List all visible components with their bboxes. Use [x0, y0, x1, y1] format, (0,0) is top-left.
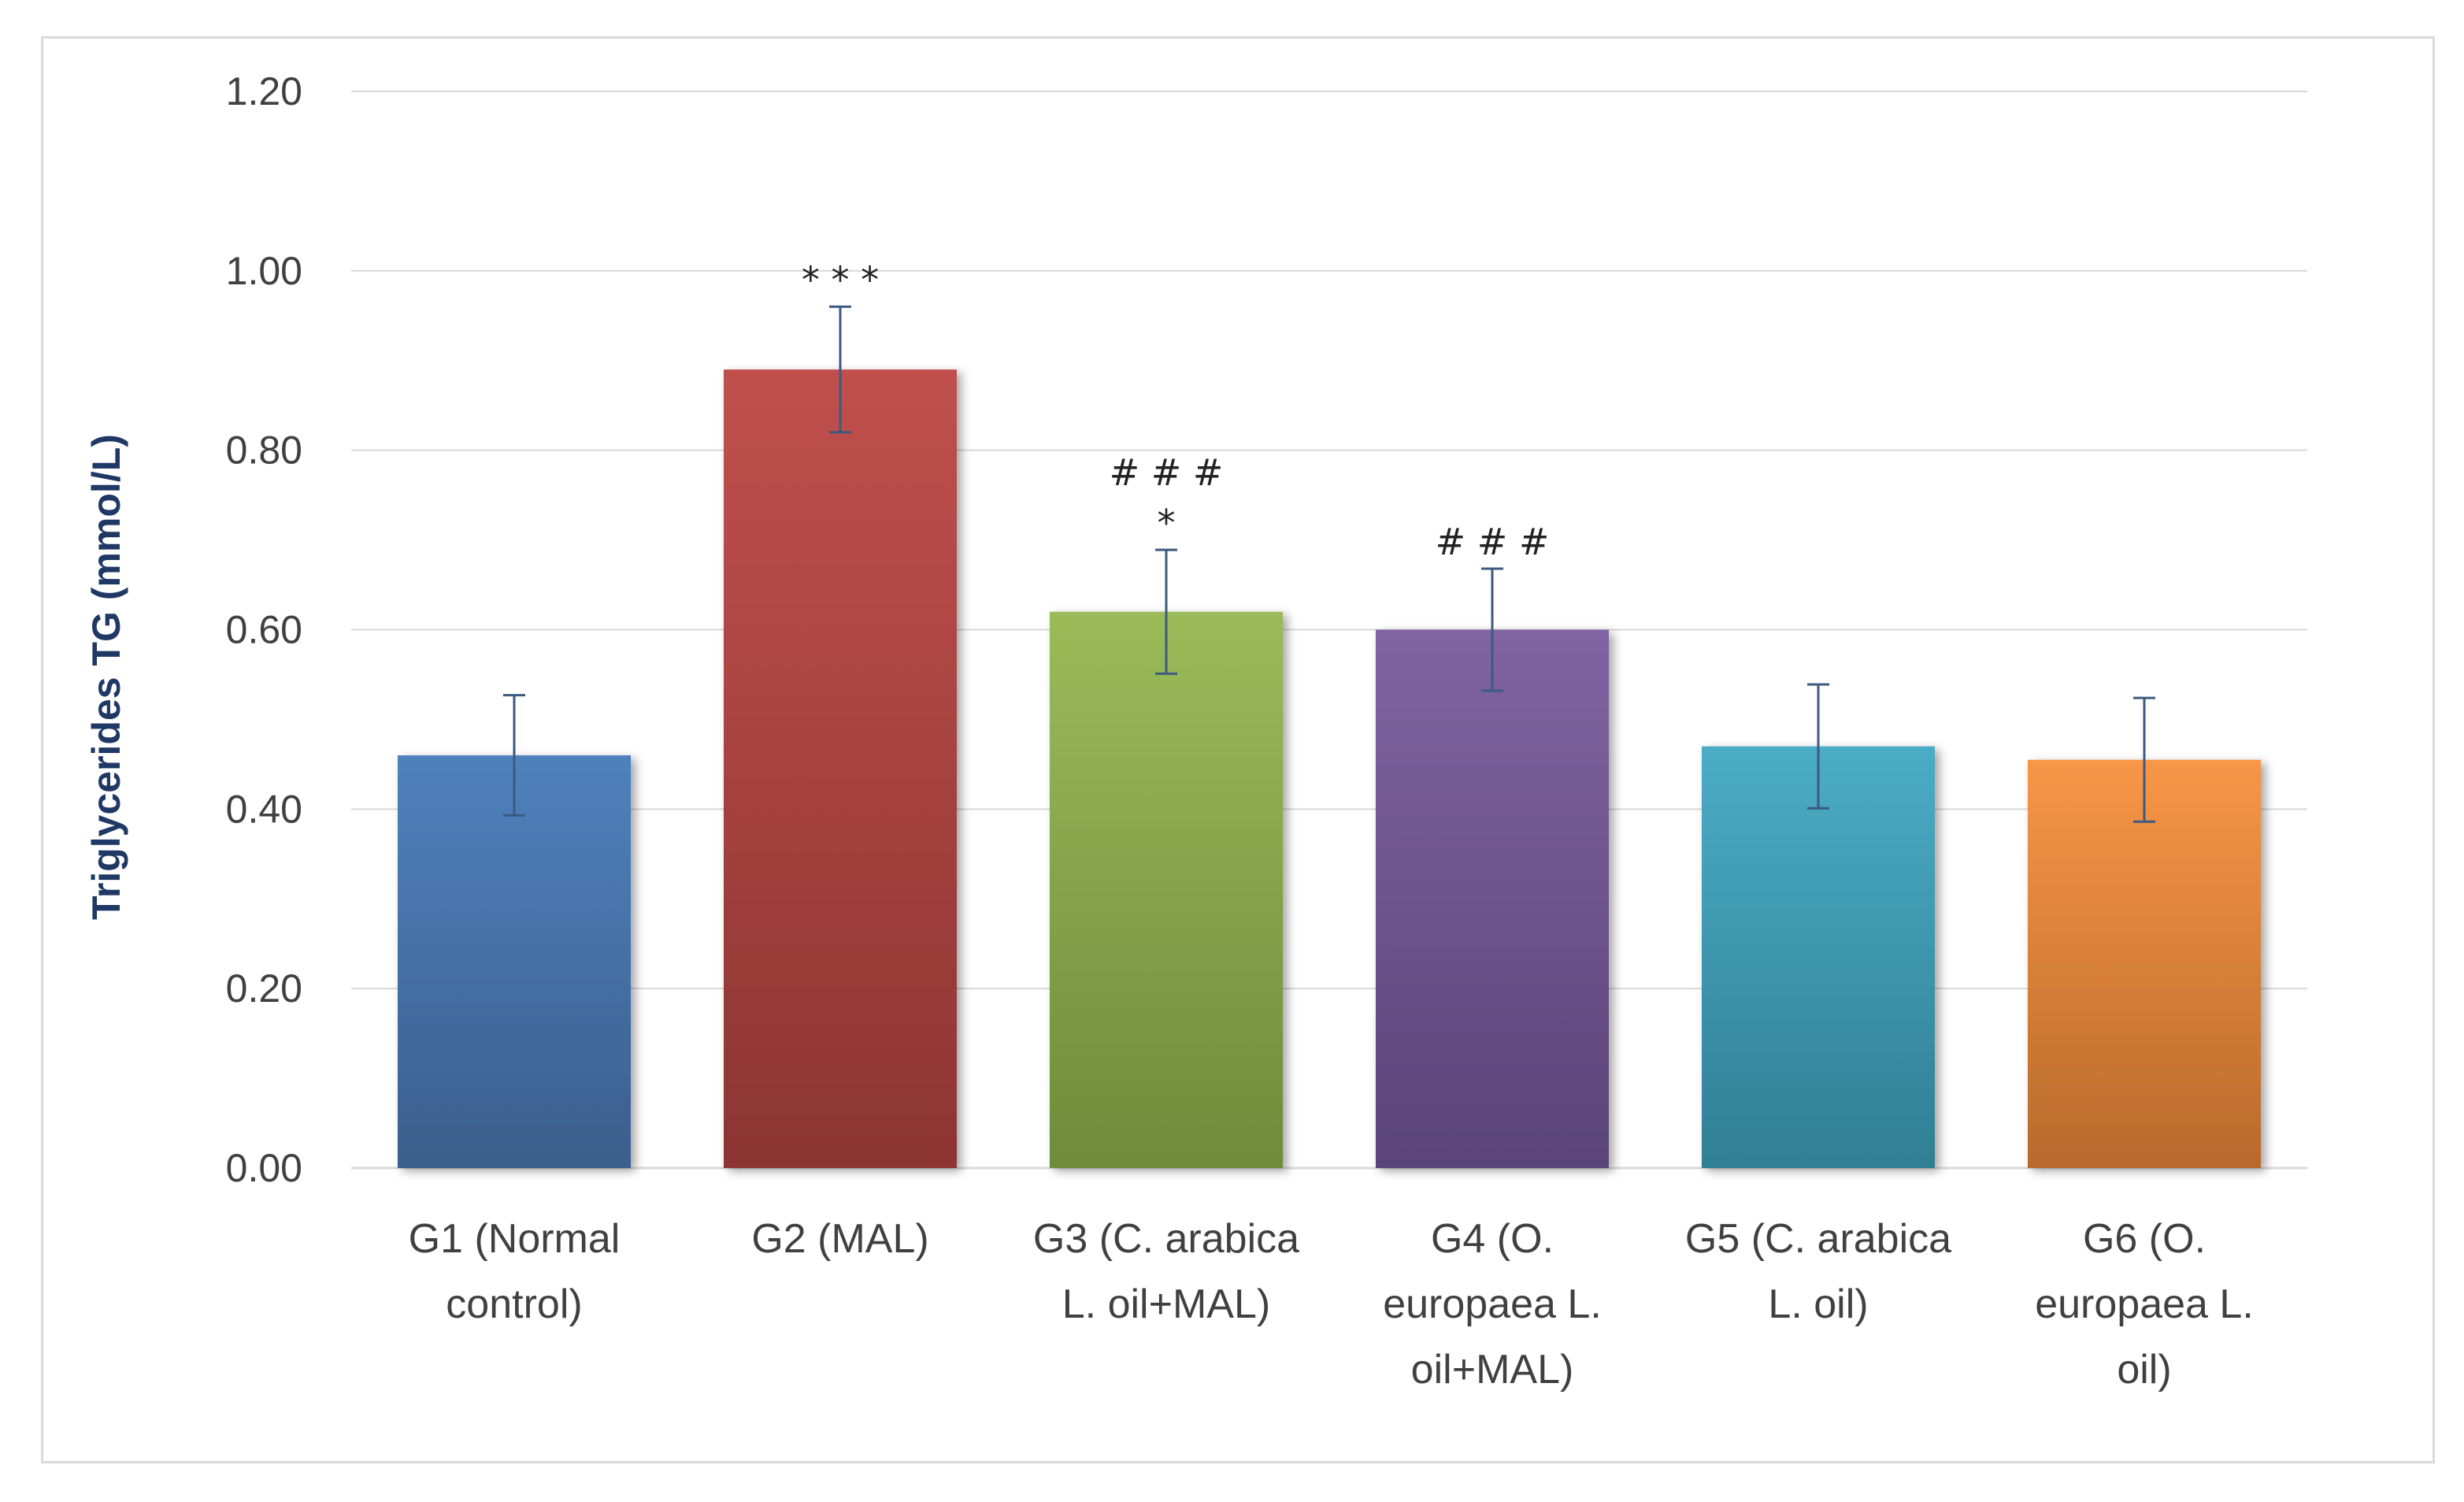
x-category-label: G6 (O.	[2083, 1216, 2206, 1262]
x-category-label: G1 (Normal	[409, 1216, 621, 1262]
x-category-label: G4 (O.	[1431, 1216, 1554, 1262]
y-tick-label: 0.20	[226, 966, 302, 1011]
y-tick-label: 0.40	[226, 787, 302, 831]
bar	[1376, 629, 1609, 1168]
y-tick-label: 1.00	[226, 249, 302, 293]
y-axis-label: Triglycerides TG (mmol/L)	[84, 434, 128, 920]
bar	[398, 755, 631, 1168]
significance-label: # # #	[1436, 521, 1550, 563]
significance-label: * * *	[802, 258, 879, 301]
x-category-label: oil)	[2117, 1347, 2171, 1393]
x-category-label: G5 (C. arabica	[1685, 1216, 1951, 1262]
y-tick-label: 0.60	[226, 608, 302, 652]
y-tick-label: 1.20	[226, 69, 302, 113]
significance-label: *	[1158, 502, 1176, 544]
bar	[724, 369, 957, 1168]
bar	[2028, 759, 2261, 1168]
x-category-label: G2 (MAL)	[751, 1216, 928, 1262]
y-tick-label: 0.00	[226, 1146, 302, 1190]
x-category-label: L. oil)	[1768, 1281, 1868, 1327]
x-category-label: europaea L.	[2035, 1281, 2254, 1327]
x-category-label: G3 (C. arabica	[1033, 1216, 1299, 1262]
x-category-label: L. oil+MAL)	[1062, 1281, 1270, 1327]
y-tick-label: 0.80	[226, 428, 302, 473]
significance-label: # # #	[1110, 451, 1224, 494]
bar	[1702, 746, 1935, 1168]
x-category-label: control)	[446, 1281, 582, 1327]
bar	[1050, 611, 1283, 1168]
x-category-label: oil+MAL)	[1411, 1347, 1574, 1393]
x-category-label: europaea L.	[1383, 1281, 1602, 1327]
